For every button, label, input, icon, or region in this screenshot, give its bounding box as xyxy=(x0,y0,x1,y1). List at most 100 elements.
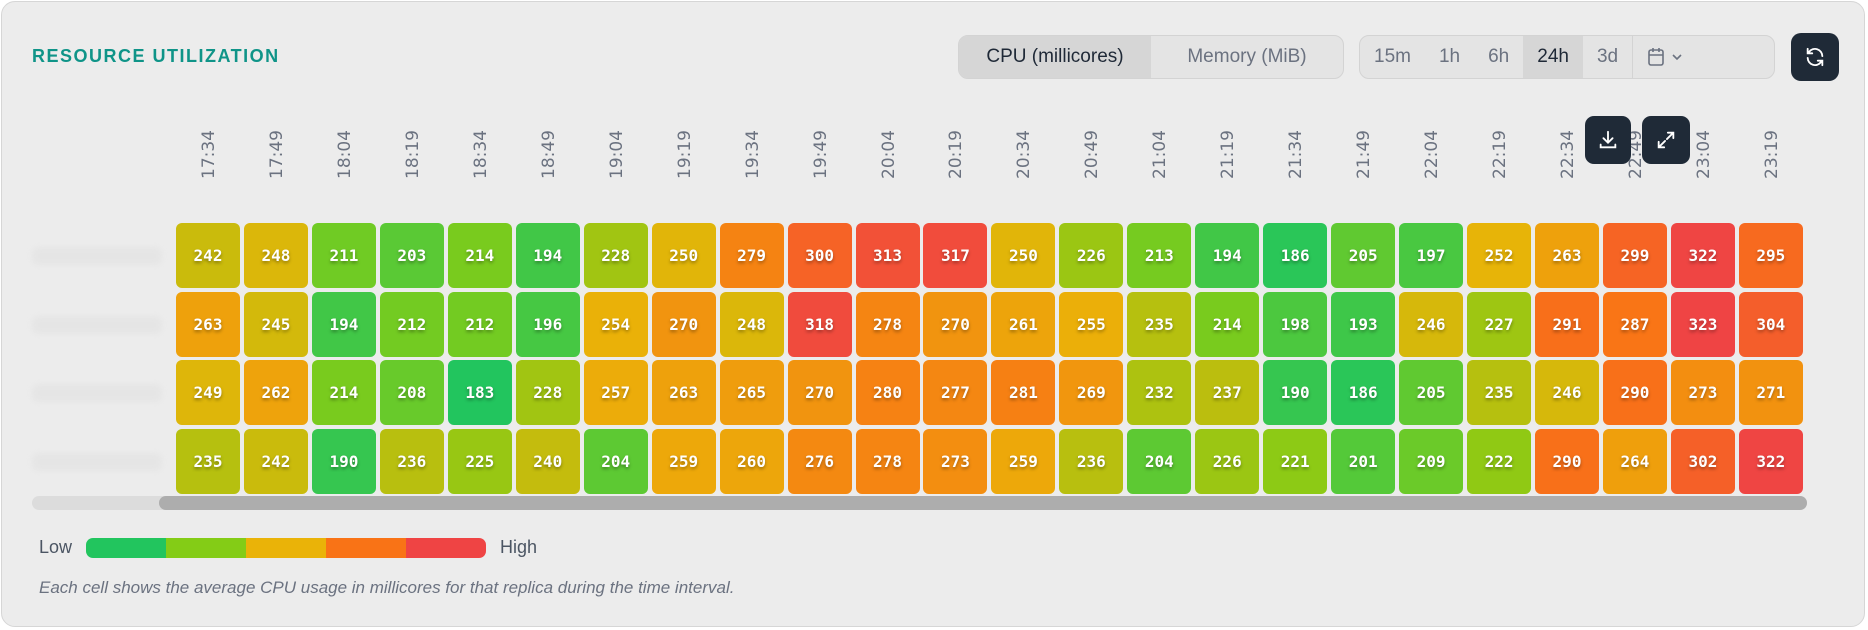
heatmap-cell[interactable]: 226 xyxy=(1195,428,1260,494)
heatmap-cell[interactable]: 263 xyxy=(651,360,716,425)
heatmap-cell[interactable]: 317 xyxy=(923,223,988,288)
heatmap-cell[interactable]: 213 xyxy=(1127,223,1192,288)
heatmap-cell[interactable]: 260 xyxy=(719,428,784,494)
heatmap-cell[interactable]: 252 xyxy=(1467,223,1532,288)
heatmap-cell[interactable]: 273 xyxy=(923,428,988,494)
heatmap-cell[interactable]: 212 xyxy=(447,291,512,357)
heatmap-cell[interactable]: 227 xyxy=(1467,291,1532,357)
download-button[interactable] xyxy=(1585,116,1631,164)
heatmap-cell[interactable]: 278 xyxy=(855,291,920,357)
heatmap-cell[interactable]: 299 xyxy=(1602,223,1667,288)
heatmap-cell[interactable]: 204 xyxy=(1127,428,1192,494)
heatmap-cell[interactable]: 214 xyxy=(311,360,376,425)
heatmap-cell[interactable]: 304 xyxy=(1738,291,1803,357)
heatmap-cell[interactable]: 259 xyxy=(651,428,716,494)
heatmap-cell[interactable]: 226 xyxy=(1059,223,1124,288)
heatmap-cell[interactable]: 248 xyxy=(719,291,784,357)
heatmap-cell[interactable]: 257 xyxy=(583,360,648,425)
metric-cpu-button[interactable]: CPU (millicores) xyxy=(959,36,1151,78)
heatmap-cell[interactable]: 263 xyxy=(1535,223,1599,288)
heatmap-cell[interactable]: 236 xyxy=(1059,428,1124,494)
heatmap-cell[interactable]: 281 xyxy=(991,360,1056,425)
heatmap-cell[interactable]: 290 xyxy=(1535,428,1599,494)
heatmap-cell[interactable]: 186 xyxy=(1263,223,1328,288)
range-3d-button[interactable]: 3d xyxy=(1596,46,1619,67)
heatmap-cell[interactable]: 322 xyxy=(1670,223,1735,288)
expand-button[interactable] xyxy=(1642,116,1690,164)
heatmap-cell[interactable]: 313 xyxy=(855,223,920,288)
heatmap-cell[interactable]: 250 xyxy=(651,223,716,288)
heatmap-cell[interactable]: 204 xyxy=(583,428,648,494)
heatmap-cell[interactable]: 232 xyxy=(1127,360,1192,425)
date-picker-button[interactable] xyxy=(1632,36,1697,78)
heatmap-cell[interactable]: 262 xyxy=(243,360,308,425)
heatmap-cell[interactable]: 263 xyxy=(176,291,240,357)
heatmap-cell[interactable]: 203 xyxy=(379,223,444,288)
heatmap-cell[interactable]: 205 xyxy=(1331,223,1396,288)
heatmap-cell[interactable]: 270 xyxy=(787,360,852,425)
heatmap-cell[interactable]: 208 xyxy=(379,360,444,425)
heatmap-cell[interactable]: 194 xyxy=(311,291,376,357)
heatmap-cell[interactable]: 242 xyxy=(176,223,240,288)
heatmap-cell[interactable]: 190 xyxy=(311,428,376,494)
heatmap-cell[interactable]: 190 xyxy=(1263,360,1328,425)
heatmap-cell[interactable]: 201 xyxy=(1331,428,1396,494)
heatmap-cell[interactable]: 322 xyxy=(1738,428,1803,494)
heatmap-cell[interactable]: 209 xyxy=(1399,428,1464,494)
heatmap-cell[interactable]: 193 xyxy=(1331,291,1396,357)
heatmap-cell[interactable]: 194 xyxy=(1195,223,1260,288)
heatmap-cell[interactable]: 271 xyxy=(1738,360,1803,425)
heatmap-cell[interactable]: 197 xyxy=(1399,223,1464,288)
heatmap-cell[interactable]: 228 xyxy=(515,360,580,425)
heatmap-cell[interactable]: 295 xyxy=(1738,223,1803,288)
heatmap-cell[interactable]: 249 xyxy=(176,360,240,425)
heatmap-cell[interactable]: 235 xyxy=(1127,291,1192,357)
heatmap-cell[interactable]: 287 xyxy=(1602,291,1667,357)
range-6h-button[interactable]: 6h xyxy=(1488,46,1510,67)
heatmap-cell[interactable]: 242 xyxy=(243,428,308,494)
range-1h-button[interactable]: 1h xyxy=(1438,46,1461,67)
heatmap-cell[interactable]: 264 xyxy=(1602,428,1667,494)
heatmap-cell[interactable]: 300 xyxy=(787,223,852,288)
heatmap-cell[interactable]: 246 xyxy=(1399,291,1464,357)
heatmap-cell[interactable]: 211 xyxy=(311,223,376,288)
heatmap-cell[interactable]: 237 xyxy=(1195,360,1260,425)
heatmap-cell[interactable]: 277 xyxy=(923,360,988,425)
heatmap-cell[interactable]: 255 xyxy=(1059,291,1124,357)
heatmap-cell[interactable]: 214 xyxy=(447,223,512,288)
heatmap-cell[interactable]: 235 xyxy=(176,428,240,494)
heatmap-cell[interactable]: 278 xyxy=(855,428,920,494)
heatmap-cell[interactable]: 194 xyxy=(515,223,580,288)
range-15m-button[interactable]: 15m xyxy=(1374,46,1411,67)
heatmap-cell[interactable]: 221 xyxy=(1263,428,1328,494)
heatmap-cell[interactable]: 259 xyxy=(991,428,1056,494)
heatmap-cell[interactable]: 280 xyxy=(855,360,920,425)
heatmap-cell[interactable]: 198 xyxy=(1263,291,1328,357)
heatmap-cell[interactable]: 261 xyxy=(991,291,1056,357)
heatmap-cell[interactable]: 254 xyxy=(583,291,648,357)
heatmap-cell[interactable]: 236 xyxy=(379,428,444,494)
heatmap-cell[interactable]: 270 xyxy=(651,291,716,357)
heatmap-cell[interactable]: 248 xyxy=(243,223,308,288)
heatmap-cell[interactable]: 183 xyxy=(447,360,512,425)
heatmap-cell[interactable]: 290 xyxy=(1602,360,1667,425)
heatmap-cell[interactable]: 323 xyxy=(1670,291,1735,357)
heatmap-cell[interactable]: 196 xyxy=(515,291,580,357)
metric-memory-button[interactable]: Memory (MiB) xyxy=(1187,46,1307,67)
heatmap-cell[interactable]: 214 xyxy=(1195,291,1260,357)
heatmap-cell[interactable]: 265 xyxy=(719,360,784,425)
heatmap-cell[interactable]: 225 xyxy=(447,428,512,494)
heatmap-cell[interactable]: 235 xyxy=(1467,360,1532,425)
heatmap-cell[interactable]: 246 xyxy=(1535,360,1599,425)
heatmap-cell[interactable]: 222 xyxy=(1467,428,1532,494)
heatmap-cell[interactable]: 269 xyxy=(1059,360,1124,425)
heatmap-cell[interactable]: 279 xyxy=(719,223,784,288)
heatmap-cell[interactable]: 228 xyxy=(583,223,648,288)
refresh-button[interactable] xyxy=(1791,33,1839,81)
heatmap-cell[interactable]: 270 xyxy=(923,291,988,357)
heatmap-cell[interactable]: 212 xyxy=(379,291,444,357)
horizontal-scrollbar-thumb[interactable] xyxy=(159,496,1807,510)
heatmap-cell[interactable]: 205 xyxy=(1399,360,1464,425)
heatmap-cell[interactable]: 240 xyxy=(515,428,580,494)
heatmap-cell[interactable]: 291 xyxy=(1535,291,1599,357)
